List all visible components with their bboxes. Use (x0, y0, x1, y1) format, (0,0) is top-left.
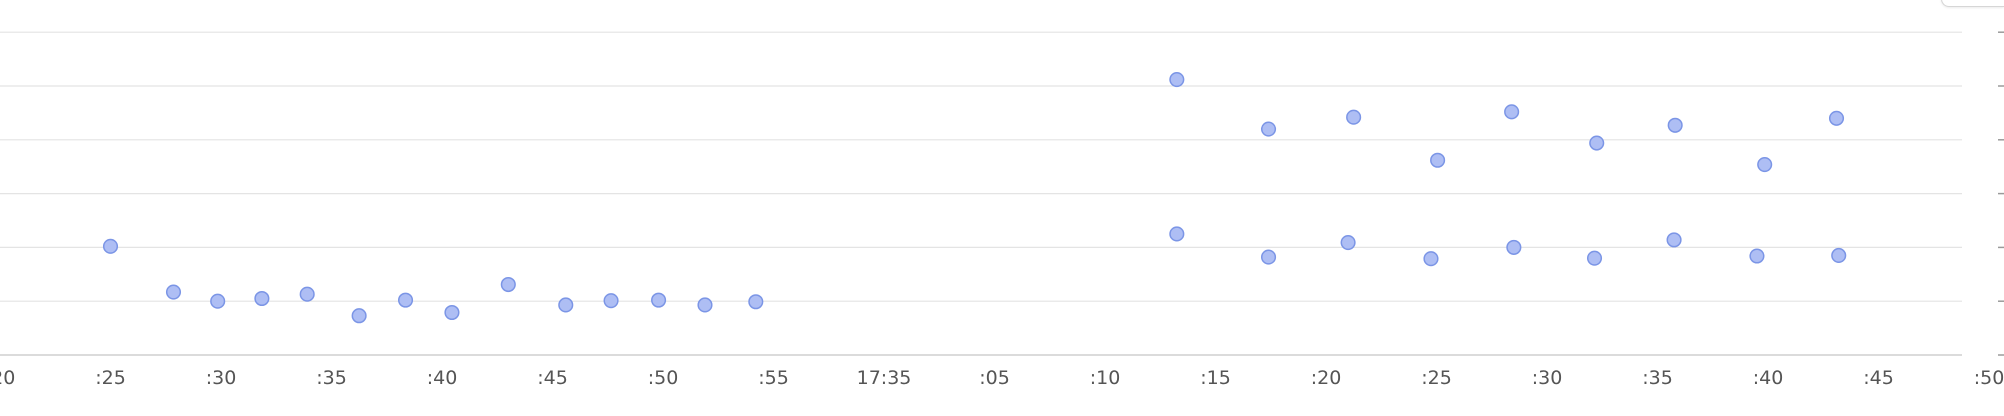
x-tick-label: :35 (1642, 367, 1673, 389)
y-axis-ticks (1998, 32, 2004, 355)
data-point[interactable] (211, 294, 225, 308)
data-point[interactable] (1667, 233, 1681, 247)
panel-corner-tab[interactable] (1941, 0, 2004, 7)
x-tick-label: :20 (1311, 367, 1342, 389)
x-tick-label: :50 (1974, 367, 2004, 389)
data-point[interactable] (1832, 249, 1846, 263)
x-tick-label: :10 (1090, 367, 1121, 389)
x-tick-label: :25 (95, 367, 126, 389)
data-point[interactable] (1170, 73, 1184, 87)
data-point[interactable] (1424, 252, 1438, 266)
data-point[interactable] (1588, 251, 1602, 265)
data-point[interactable] (604, 294, 618, 308)
x-tick-label: :40 (1753, 367, 1784, 389)
data-point[interactable] (1431, 153, 1445, 167)
x-tick-label: :50 (648, 367, 679, 389)
x-tick-label: :25 (1421, 367, 1452, 389)
data-point[interactable] (1507, 241, 1521, 255)
gridlines (0, 32, 1962, 355)
data-point[interactable] (559, 298, 573, 312)
data-point[interactable] (698, 298, 712, 312)
data-point[interactable] (1758, 158, 1772, 172)
x-tick-label: :35 (316, 367, 347, 389)
x-tick-label: :45 (1863, 367, 1894, 389)
x-tick-label: :40 (427, 367, 458, 389)
x-tick-label: :45 (537, 367, 568, 389)
data-point[interactable] (352, 309, 366, 323)
x-tick-label: :05 (979, 367, 1010, 389)
data-point[interactable] (1590, 136, 1604, 150)
data-point[interactable] (255, 292, 269, 306)
data-point[interactable] (1170, 227, 1184, 241)
x-tick-label: :15 (1200, 367, 1231, 389)
x-tick-label: :20 (0, 367, 15, 389)
data-point[interactable] (1262, 250, 1276, 264)
data-point[interactable] (167, 285, 181, 299)
data-point[interactable] (445, 306, 459, 320)
data-points (104, 73, 1846, 323)
data-point[interactable] (1262, 122, 1276, 136)
data-point[interactable] (1830, 111, 1844, 125)
data-point[interactable] (1341, 236, 1355, 250)
x-axis-tick-labels: :20 :25 :30 :35 :40 :45 :50 :55 17:35 :05 :10 :15 :2… (0, 367, 2004, 389)
data-point[interactable] (300, 287, 314, 301)
x-tick-label: :55 (758, 367, 789, 389)
x-tick-label: :30 (206, 367, 237, 389)
data-point[interactable] (502, 278, 516, 292)
x-tick-label: 17:35 (857, 367, 912, 389)
data-point[interactable] (652, 293, 666, 307)
data-point[interactable] (399, 293, 413, 307)
data-point[interactable] (104, 240, 118, 254)
data-point[interactable] (1347, 110, 1361, 124)
data-point[interactable] (1505, 105, 1519, 119)
data-point[interactable] (1668, 118, 1682, 132)
data-point[interactable] (1750, 249, 1764, 263)
x-tick-label: :30 (1532, 367, 1563, 389)
data-point[interactable] (749, 295, 763, 309)
